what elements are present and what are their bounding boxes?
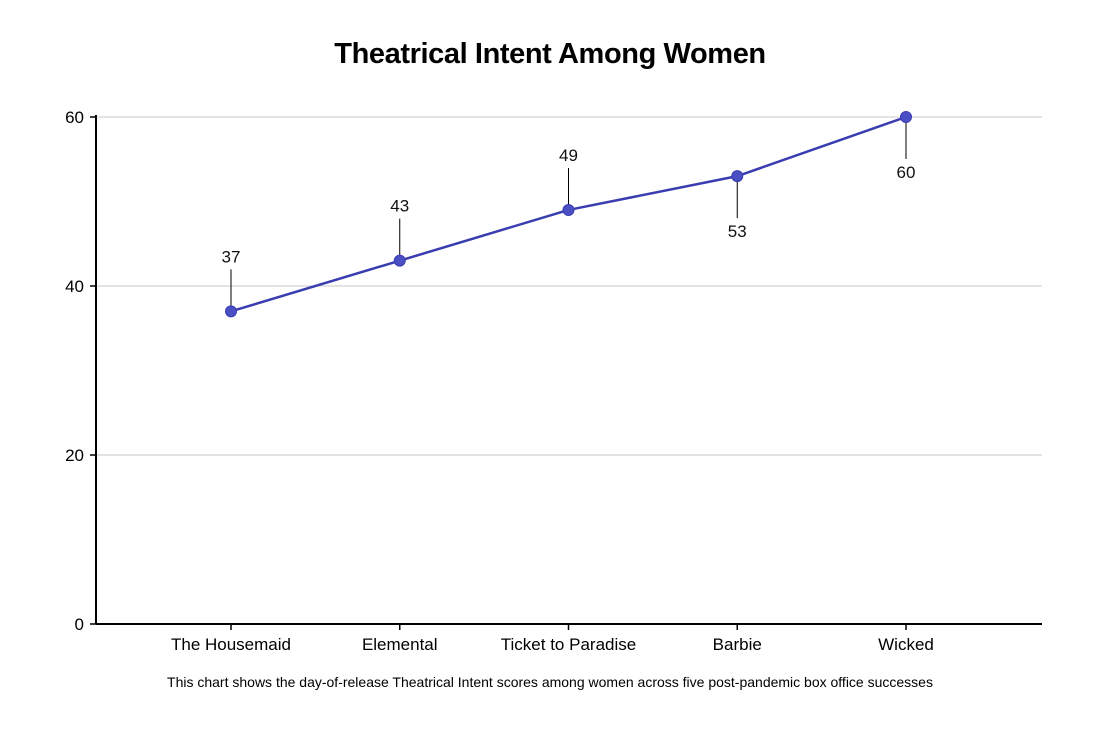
- data-label: 49: [559, 146, 578, 165]
- chart-caption: This chart shows the day-of-release Thea…: [167, 674, 933, 690]
- data-point: [393, 254, 406, 267]
- x-tick-label: Elemental: [362, 635, 438, 654]
- line-chart: 0 20 40 60 The Housemaid Elemental Ticket to …: [65, 108, 1042, 654]
- y-tick-label: 60: [65, 108, 84, 127]
- x-tick-label: Barbie: [713, 635, 762, 654]
- y-gridlines: [96, 116, 1042, 456]
- x-axis: The Housemaid Elemental Ticket to Paradise…: [96, 623, 1042, 654]
- data-label: 37: [222, 247, 241, 266]
- data-point: [562, 203, 575, 216]
- data-point: [225, 305, 237, 318]
- y-tick-label: 20: [65, 446, 84, 465]
- data-points: [225, 111, 912, 318]
- data-labels: 37 43 49 53 60: [222, 146, 916, 266]
- chart-title: Theatrical Intent Among Women: [334, 38, 766, 70]
- x-tick-label: Ticket to Paradise: [501, 635, 636, 654]
- y-tick-label: 40: [65, 277, 84, 296]
- leader-lines: [230, 117, 907, 312]
- y-tick-label: 0: [75, 615, 84, 634]
- y-axis: 0 20 40 60: [65, 108, 97, 634]
- x-tick-label: Wicked: [878, 635, 934, 654]
- data-point: [731, 170, 744, 183]
- data-point: [900, 111, 912, 123]
- data-label: 43: [390, 197, 409, 216]
- data-label: 60: [897, 163, 916, 182]
- x-tick-label: The Housemaid: [171, 635, 291, 654]
- data-label: 53: [728, 222, 747, 241]
